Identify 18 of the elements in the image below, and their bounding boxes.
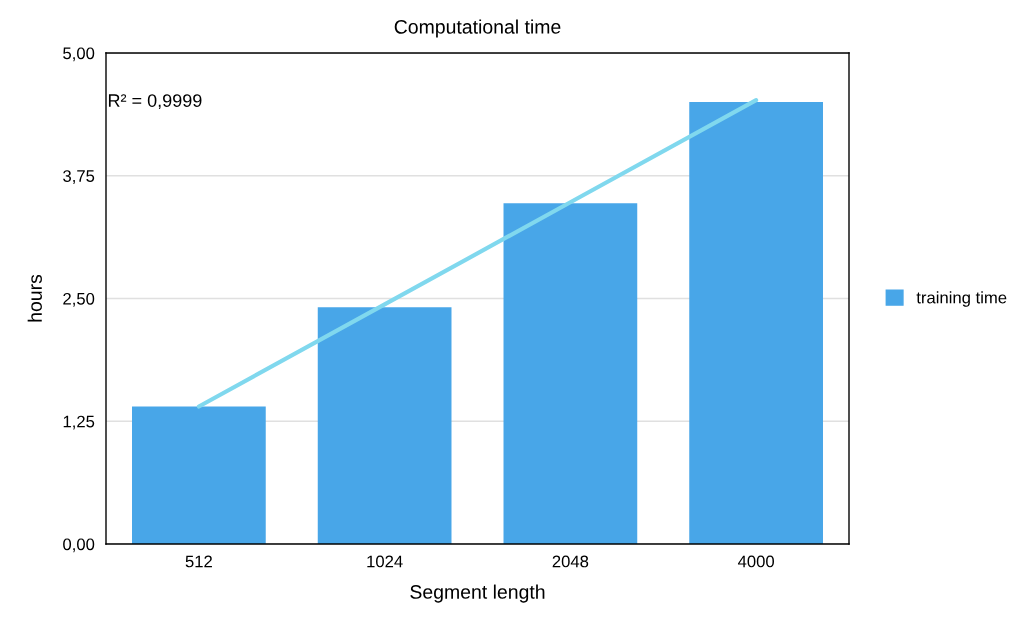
y-tick-label: 1,25 — [63, 415, 95, 430]
x-tick-label: 1024 — [367, 555, 403, 568]
x-tick-label: 4000 — [737, 555, 775, 568]
bar — [689, 102, 823, 544]
x-axis-title: Segment length — [410, 584, 545, 603]
annotation: R² = 0,9999 — [108, 94, 202, 110]
y-tick-label: 3,75 — [63, 170, 95, 184]
x-tick-label: 512 — [185, 555, 212, 568]
y-tick-label: 0,00 — [63, 538, 95, 553]
bar — [317, 307, 452, 544]
y-tick-label: 2,50 — [63, 292, 95, 307]
x-tick-label: 2048 — [552, 555, 589, 568]
y-tick-label: 5,00 — [63, 47, 95, 62]
y-axis-title: hours — [27, 274, 42, 322]
bar — [132, 406, 266, 544]
chart-title: Computational time — [394, 19, 561, 38]
bar — [503, 203, 638, 544]
legend-label: training time — [916, 291, 1007, 307]
